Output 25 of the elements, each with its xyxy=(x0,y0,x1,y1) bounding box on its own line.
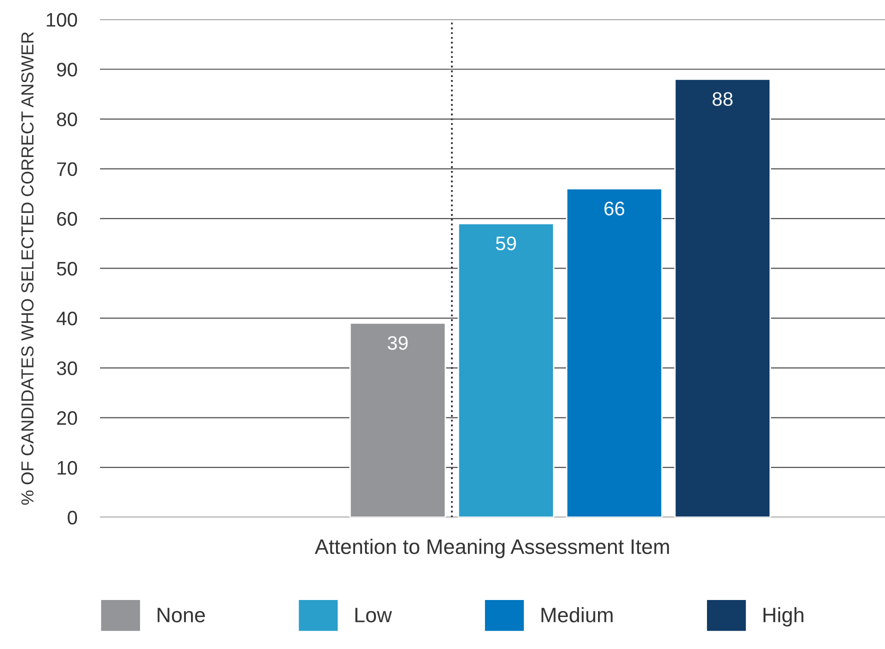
y-tick-label: 70 xyxy=(57,162,78,176)
data-label: 59 xyxy=(496,236,516,250)
data-label: 66 xyxy=(604,202,624,216)
legend-label: High xyxy=(764,607,804,626)
bar xyxy=(674,78,771,518)
y-tick-label: 60 xyxy=(57,212,78,226)
y-tick-label: 50 xyxy=(56,262,78,276)
y-tick-label: 40 xyxy=(56,312,78,326)
y-axis-title: % OF CANDIDATES WHO SELECTED CORRECT ANSWER xyxy=(21,32,34,505)
y-tick-label: 10 xyxy=(58,460,78,475)
y-tick-label: 30 xyxy=(56,361,78,376)
data-label: 88 xyxy=(712,92,733,106)
x-axis-title: Attention to Meaning Assessment Item xyxy=(314,538,669,558)
legend-label: None xyxy=(158,608,205,622)
legend-label: Medium xyxy=(542,607,613,622)
legend-label: Low xyxy=(355,608,392,622)
y-tick-label: 100 xyxy=(46,12,78,27)
y-tick-label: 80 xyxy=(57,112,78,126)
y-tick-label: 20 xyxy=(57,411,78,425)
bar xyxy=(566,188,663,518)
y-tick-label: 0 xyxy=(68,510,78,524)
bar xyxy=(458,222,554,518)
bar xyxy=(349,322,446,518)
data-label: 39 xyxy=(388,336,408,350)
y-tick-label: 90 xyxy=(57,62,78,76)
